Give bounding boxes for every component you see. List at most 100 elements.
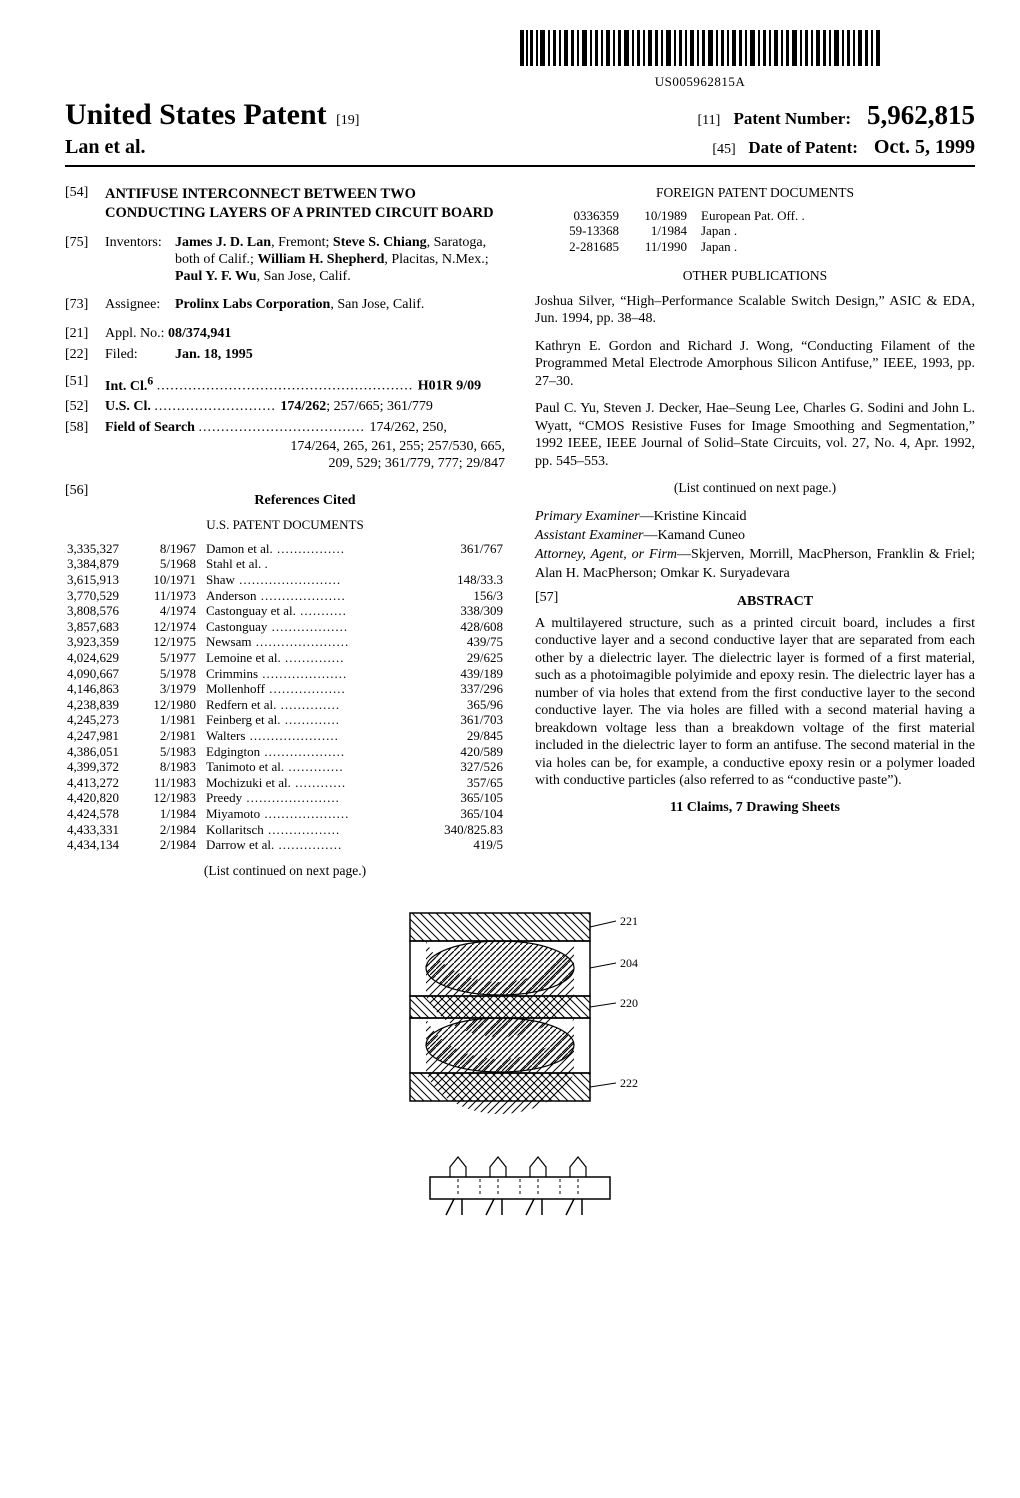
table-row: 4,420,82012/1983Preedy .................… bbox=[65, 790, 505, 806]
figure-chip-footprint bbox=[410, 1149, 630, 1219]
f51-label: Int. Cl. bbox=[105, 379, 147, 394]
table-row: 4,399,3728/1983Tanimoto et al. .........… bbox=[65, 759, 505, 775]
f21-bracket: [21] bbox=[65, 326, 105, 343]
patent-number: 5,962,815 bbox=[867, 99, 975, 131]
f52-row: U.S. Cl. ........................... 174… bbox=[105, 399, 505, 416]
f52-value: 174/262 bbox=[280, 399, 326, 414]
f73-label: Assignee: bbox=[105, 297, 175, 314]
left-list-continued: (List continued on next page.) bbox=[65, 863, 505, 879]
abstract-label: ABSTRACT bbox=[575, 594, 975, 611]
table-row: 4,238,83912/1980Redfern et al. .........… bbox=[65, 697, 505, 713]
inventor-2: Steve S. Chiang bbox=[333, 235, 427, 250]
table-row: 4,413,27211/1983Mochizuki et al. .......… bbox=[65, 775, 505, 791]
f54-title: ANTIFUSE INTERCONNECT BETWEEN TWO CONDUC… bbox=[105, 185, 505, 223]
header-rule bbox=[65, 165, 975, 167]
table-row: 4,146,8633/1979Mollenhoff ..............… bbox=[65, 681, 505, 697]
f51-bracket: [51] bbox=[65, 374, 105, 395]
inventor-1-loc: , Fremont; bbox=[271, 235, 333, 250]
assignee-loc: , San Jose, Calif. bbox=[330, 297, 424, 312]
patno-bracket: [11] bbox=[697, 113, 733, 130]
other-pubs-heading: OTHER PUBLICATIONS bbox=[535, 268, 975, 284]
right-column: FOREIGN PATENT DOCUMENTS 033635910/1989E… bbox=[535, 185, 975, 879]
f21-value: 08/374,941 bbox=[168, 326, 505, 343]
f56-bracket: [56] bbox=[65, 483, 105, 514]
dop-label: Date of Patent: bbox=[748, 138, 858, 158]
barcode-text: US005962815A bbox=[425, 74, 975, 90]
patno-label: Patent Number: bbox=[733, 109, 851, 129]
barcode-block: US005962815A bbox=[425, 30, 975, 89]
pub-2: Kathryn E. Gordon and Richard J. Wong, “… bbox=[535, 338, 975, 391]
assignee-name: Prolinx Labs Corporation bbox=[175, 297, 330, 312]
f51-row: Int. Cl.6 ..............................… bbox=[105, 374, 505, 395]
table-row: 4,024,6295/1977Lemoine et al. ..........… bbox=[65, 650, 505, 666]
inventor-3: William H. Shepherd bbox=[257, 252, 384, 267]
f58-row: Field of Search ........................… bbox=[105, 420, 505, 437]
table-row: 4,424,5781/1984Miyamoto ................… bbox=[65, 806, 505, 822]
abstract-bracket: [57] bbox=[535, 590, 575, 615]
table-row: 4,090,6675/1978Crimmins ................… bbox=[65, 666, 505, 682]
table-row: 033635910/1989European Pat. Off. . bbox=[535, 208, 975, 224]
pub-3: Paul C. Yu, Steven J. Decker, Hae–Seung … bbox=[535, 400, 975, 470]
table-row: 3,335,3278/1967Damon et al. ............… bbox=[65, 541, 505, 557]
inventor-4: Paul Y. F. Wu bbox=[175, 269, 257, 284]
barcode bbox=[520, 30, 880, 72]
f52-label: U.S. Cl. bbox=[105, 399, 151, 414]
svg-text:220: 220 bbox=[620, 996, 638, 1010]
f51-sup: 6 bbox=[147, 374, 153, 387]
inventors-line: Lan et al. bbox=[65, 135, 146, 159]
f73-bracket: [73] bbox=[65, 297, 105, 314]
inventor-4-loc: , San Jose, Calif. bbox=[257, 269, 351, 284]
f22-label: Filed: bbox=[105, 347, 175, 364]
table-row: 4,245,2731/1981Feinberg et al. .........… bbox=[65, 712, 505, 728]
svg-text:222: 222 bbox=[620, 1076, 638, 1090]
svg-text:204: 204 bbox=[620, 956, 638, 970]
usp-title: United States Patent bbox=[65, 98, 327, 131]
f51-value: H01R 9/09 bbox=[418, 379, 481, 394]
f73-value: Prolinx Labs Corporation, San Jose, Cali… bbox=[175, 297, 505, 314]
f58-bracket: [58] bbox=[65, 420, 105, 437]
f54-bracket: [54] bbox=[65, 185, 105, 223]
primary-examiner: Primary Examiner—Kristine Kincaid bbox=[535, 508, 975, 527]
usp-bracket: [19] bbox=[336, 113, 359, 128]
table-row: 3,770,52911/1973Anderson ...............… bbox=[65, 588, 505, 604]
f21-label: Appl. No.: bbox=[105, 326, 168, 343]
foreign-table: 033635910/1989European Pat. Off. .59-133… bbox=[535, 208, 975, 255]
f22-value: Jan. 18, 1995 bbox=[175, 347, 505, 364]
foreign-heading: FOREIGN PATENT DOCUMENTS bbox=[535, 185, 975, 201]
left-column: [54] ANTIFUSE INTERCONNECT BETWEEN TWO C… bbox=[65, 185, 505, 879]
abstract-text: A multilayered structure, such as a prin… bbox=[535, 615, 975, 790]
f58-label: Field of Search bbox=[105, 420, 195, 435]
dop-bracket: [45] bbox=[712, 142, 748, 159]
f58-value: 174/262, 250, bbox=[369, 420, 446, 435]
table-row: 4,434,1342/1984Darrow et al. ...........… bbox=[65, 837, 505, 853]
table-row: 2-28168511/1990Japan . bbox=[535, 239, 975, 255]
assistant-examiner: Assistant Examiner—Kamand Cuneo bbox=[535, 527, 975, 546]
table-row: 3,808,5764/1974Castonguay et al. .......… bbox=[65, 603, 505, 619]
claims-line: 11 Claims, 7 Drawing Sheets bbox=[535, 800, 975, 817]
figure-cross-section: 221 204 220 222 bbox=[370, 903, 670, 1123]
svg-text:221: 221 bbox=[620, 914, 638, 928]
table-row: 3,615,91310/1971Shaw ...................… bbox=[65, 572, 505, 588]
f22-bracket: [22] bbox=[65, 347, 105, 364]
f75-bracket: [75] bbox=[65, 235, 105, 285]
table-row: 3,384,8795/1968Stahl et al. . bbox=[65, 556, 505, 572]
f75-label: Inventors: bbox=[105, 235, 175, 285]
f52-value2: ; 257/665; 361/779 bbox=[326, 399, 433, 414]
f58-line2: 174/264, 265, 261, 255; 257/530, 665, bbox=[65, 439, 505, 456]
f56-label: References Cited bbox=[105, 493, 505, 510]
right-list-continued: (List continued on next page.) bbox=[535, 480, 975, 496]
attorney: Attorney, Agent, or Firm—Skjerven, Morri… bbox=[535, 546, 975, 584]
f58-line3: 209, 529; 361/779, 777; 29/847 bbox=[65, 456, 505, 473]
us-patents-table: 3,335,3278/1967Damon et al. ............… bbox=[65, 541, 505, 853]
table-row: 59-133681/1984Japan . bbox=[535, 223, 975, 239]
table-row: 4,386,0515/1983Edgington ...............… bbox=[65, 744, 505, 760]
table-row: 3,857,68312/1974Castonguay .............… bbox=[65, 619, 505, 635]
date-of-patent: Oct. 5, 1999 bbox=[874, 135, 975, 159]
f75-value: James J. D. Lan, Fremont; Steve S. Chian… bbox=[175, 235, 505, 285]
table-row: 3,923,35912/1975Newsam .................… bbox=[65, 634, 505, 650]
pub-1: Joshua Silver, “High–Performance Scalabl… bbox=[535, 293, 975, 328]
us-patents-heading: U.S. PATENT DOCUMENTS bbox=[65, 517, 505, 533]
inventor-1: James J. D. Lan bbox=[175, 235, 271, 250]
inventor-3-loc: , Placitas, N.Mex.; bbox=[384, 252, 488, 267]
f52-bracket: [52] bbox=[65, 399, 105, 416]
